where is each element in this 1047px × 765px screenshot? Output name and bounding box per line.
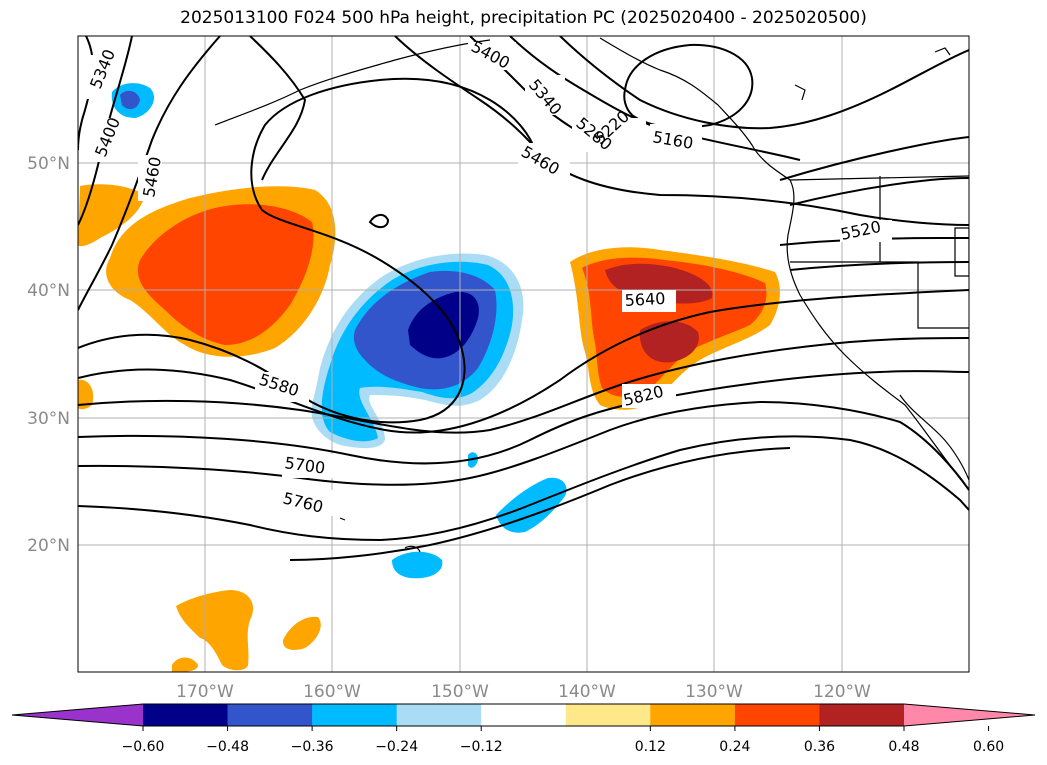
positive-anomaly-west — [78, 184, 336, 410]
colorbar-segment — [650, 704, 736, 726]
colorbar-tick-label: 0.48 — [888, 739, 919, 755]
colorbar-segment — [565, 704, 651, 726]
colorbar-segment — [819, 704, 905, 726]
negative-anomaly-central — [111, 83, 567, 579]
height-contours — [78, 36, 969, 561]
lon-label-130w: 130°W — [685, 682, 743, 702]
graticule — [78, 36, 969, 672]
colorbar-extend-max — [904, 704, 1035, 726]
positive-anomaly-south — [172, 590, 321, 672]
colorbar-tick-label: −0.24 — [375, 739, 418, 755]
lon-label-160w: 160°W — [303, 682, 361, 702]
colorbar-tick-label: 0.60 — [973, 739, 1004, 755]
colorbar-segment — [312, 704, 398, 726]
colorbar-tick-label: −0.60 — [122, 739, 165, 755]
colorbar-segment — [396, 704, 482, 726]
colorbar-tick-label: −0.36 — [291, 739, 334, 755]
colorbar-ticks: −0.60 −0.48 −0.36 −0.24 −0.12 0.12 0.24 0.36 0.4… — [122, 726, 1004, 755]
colorbar-segment — [481, 704, 567, 726]
colorbar-tick-label: 0.36 — [804, 739, 835, 755]
lon-label-170w: 170°W — [176, 682, 234, 702]
colorbar-segment — [734, 704, 820, 726]
colorbar-segment — [143, 704, 229, 726]
colorbar-extend-min — [12, 704, 143, 726]
map-content — [78, 36, 969, 672]
colorbar-tick-label: −0.12 — [460, 739, 503, 755]
latitude-labels: 50°N 40°N 30°N 20°N — [27, 154, 70, 556]
longitude-labels: 170°W 160°W 150°W 140°W 130°W 120°W — [176, 682, 871, 702]
map-border — [77, 35, 970, 673]
colorbar-tick-label: 0.12 — [635, 739, 666, 755]
contour-label-backgrounds — [82, 42, 892, 516]
lat-label-50n: 50°N — [27, 154, 70, 174]
lat-label-20n: 20°N — [27, 536, 70, 556]
colorbar: −0.60 −0.48 −0.36 −0.24 −0.12 0.12 0.24 0.36 0.4… — [11, 703, 1036, 755]
lat-label-30n: 30°N — [27, 409, 70, 429]
lon-label-140w: 140°W — [558, 682, 616, 702]
colorbar-segment — [227, 704, 313, 726]
map-title: 2025013100 F024 500 hPa height, precipit… — [180, 8, 867, 28]
contour-label-5640: 5640 — [624, 289, 666, 310]
lon-label-120w: 120°W — [813, 682, 871, 702]
colorbar-tick-label: 0.24 — [719, 739, 750, 755]
colorbar-segments — [11, 703, 1036, 727]
colorbar-tick-label: −0.48 — [206, 739, 249, 755]
lon-label-150w: 150°W — [431, 682, 489, 702]
lat-label-40n: 40°N — [27, 281, 70, 301]
